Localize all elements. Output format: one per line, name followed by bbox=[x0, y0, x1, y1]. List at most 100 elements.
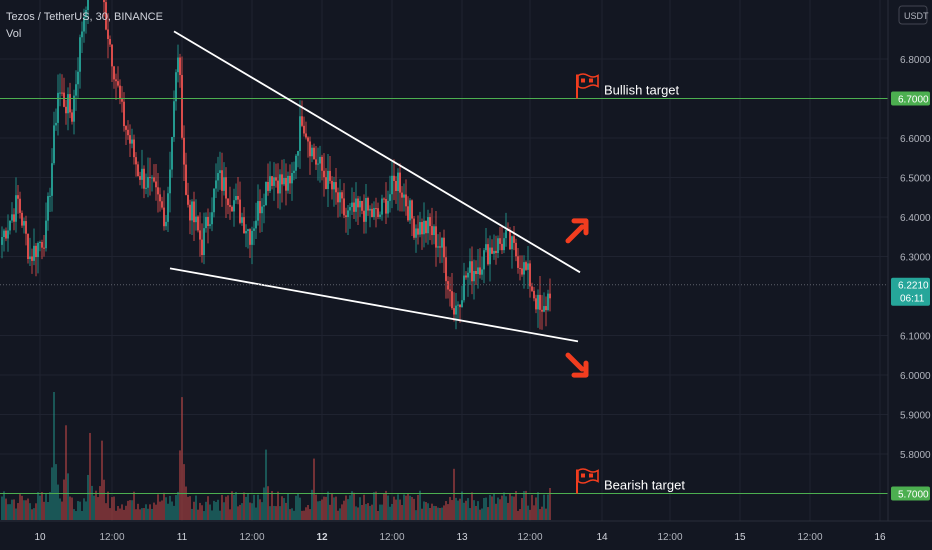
volume-bar bbox=[41, 492, 43, 520]
candle-body bbox=[327, 170, 329, 189]
volume-bar bbox=[243, 492, 245, 520]
candle-body bbox=[425, 220, 427, 234]
volume-bar bbox=[27, 498, 29, 520]
volume-bar bbox=[345, 495, 347, 520]
volume-bar bbox=[47, 502, 49, 520]
volume-bar bbox=[199, 502, 201, 520]
candle-body bbox=[361, 200, 363, 211]
volume-bar bbox=[311, 489, 313, 520]
time-tick-label: 16 bbox=[874, 532, 886, 543]
candle-body bbox=[41, 242, 43, 248]
volume-bar bbox=[377, 511, 379, 520]
candle-body bbox=[495, 250, 497, 254]
candle-body bbox=[467, 272, 469, 278]
volume-bar bbox=[445, 501, 447, 520]
candle-body bbox=[417, 228, 419, 235]
volume-bar bbox=[11, 499, 13, 520]
candle-body bbox=[195, 216, 197, 223]
volume-bar bbox=[107, 491, 109, 520]
volume-bar bbox=[459, 498, 461, 520]
flag-checker bbox=[581, 473, 593, 478]
candle-body bbox=[453, 308, 455, 315]
candle-body bbox=[349, 207, 351, 211]
volume-bar bbox=[113, 496, 115, 520]
time-tick-label: 12:00 bbox=[797, 532, 822, 543]
candle-body bbox=[383, 198, 385, 200]
candle-body bbox=[65, 106, 67, 114]
volume-bar bbox=[159, 501, 161, 520]
candle-body bbox=[545, 306, 547, 311]
volume-bar bbox=[229, 509, 231, 520]
candle-body bbox=[519, 267, 521, 269]
volume-bar bbox=[375, 491, 377, 520]
candle-body bbox=[9, 220, 11, 231]
candle-body bbox=[419, 222, 421, 235]
candle-body bbox=[227, 198, 229, 206]
volume-bar bbox=[129, 500, 131, 520]
volume-bar bbox=[57, 484, 59, 520]
candle-body bbox=[509, 230, 511, 250]
volume-bar bbox=[149, 504, 151, 520]
volume-bar bbox=[299, 497, 301, 520]
candle-body bbox=[329, 170, 331, 181]
volume-bar bbox=[443, 505, 445, 520]
volume-bar bbox=[341, 504, 343, 520]
volume-bar bbox=[255, 507, 257, 520]
volume-bar bbox=[49, 492, 51, 520]
candle-body bbox=[121, 98, 123, 102]
candle-body bbox=[85, 10, 87, 18]
volume-bar bbox=[5, 498, 7, 520]
candle-body bbox=[177, 57, 179, 73]
candle-body bbox=[289, 175, 291, 184]
volume-bar bbox=[1, 496, 3, 520]
volume-bar bbox=[227, 495, 229, 520]
volume-bar bbox=[327, 491, 329, 520]
symbol-label[interactable]: Tezos / TetherUS, 30, BINANCE bbox=[6, 11, 163, 23]
volume-bar bbox=[233, 494, 235, 520]
candle-body bbox=[421, 222, 423, 235]
candle-body bbox=[135, 157, 137, 165]
candle-body bbox=[299, 116, 301, 152]
candle-body bbox=[259, 201, 261, 214]
candle-body bbox=[515, 242, 517, 257]
candle-body bbox=[123, 101, 125, 127]
volume-bar bbox=[489, 494, 491, 520]
candle-body bbox=[59, 92, 61, 94]
candle-body bbox=[523, 262, 525, 275]
volume-bar bbox=[65, 425, 67, 520]
candle-body bbox=[139, 176, 141, 180]
candle-body bbox=[445, 257, 447, 282]
candle-body bbox=[355, 198, 357, 212]
arrow-up-icon bbox=[565, 218, 589, 244]
candle-body bbox=[521, 268, 523, 275]
price-tick-label: 5.9000 bbox=[900, 411, 931, 422]
volume-bar bbox=[365, 504, 367, 520]
volume-bar bbox=[29, 503, 31, 520]
volume-bar bbox=[537, 492, 539, 520]
candle-body bbox=[429, 217, 431, 227]
candle-body bbox=[283, 178, 285, 185]
price-axis bbox=[888, 0, 932, 550]
candle-body bbox=[119, 85, 121, 99]
level-price-badge-text: 6.7000 bbox=[898, 95, 929, 106]
candle-body bbox=[67, 94, 69, 114]
volume-bar bbox=[43, 501, 45, 520]
candle-body bbox=[409, 200, 411, 221]
volume-bar bbox=[257, 494, 259, 520]
candle-body bbox=[201, 239, 203, 256]
candle-body bbox=[423, 220, 425, 235]
volume-bar bbox=[371, 504, 373, 520]
volume-bar bbox=[201, 505, 203, 520]
price-tick-label: 6.5000 bbox=[900, 174, 931, 185]
volume-bar bbox=[379, 504, 381, 520]
candle-body bbox=[389, 194, 391, 201]
candle-body bbox=[29, 256, 31, 259]
volume-bar bbox=[217, 499, 219, 520]
volume-bar bbox=[131, 500, 133, 520]
candle-body bbox=[155, 181, 157, 188]
volume-label[interactable]: Vol bbox=[6, 28, 22, 40]
candle-body bbox=[219, 170, 221, 174]
volume-bars bbox=[1, 392, 551, 520]
candle-body bbox=[479, 267, 481, 275]
